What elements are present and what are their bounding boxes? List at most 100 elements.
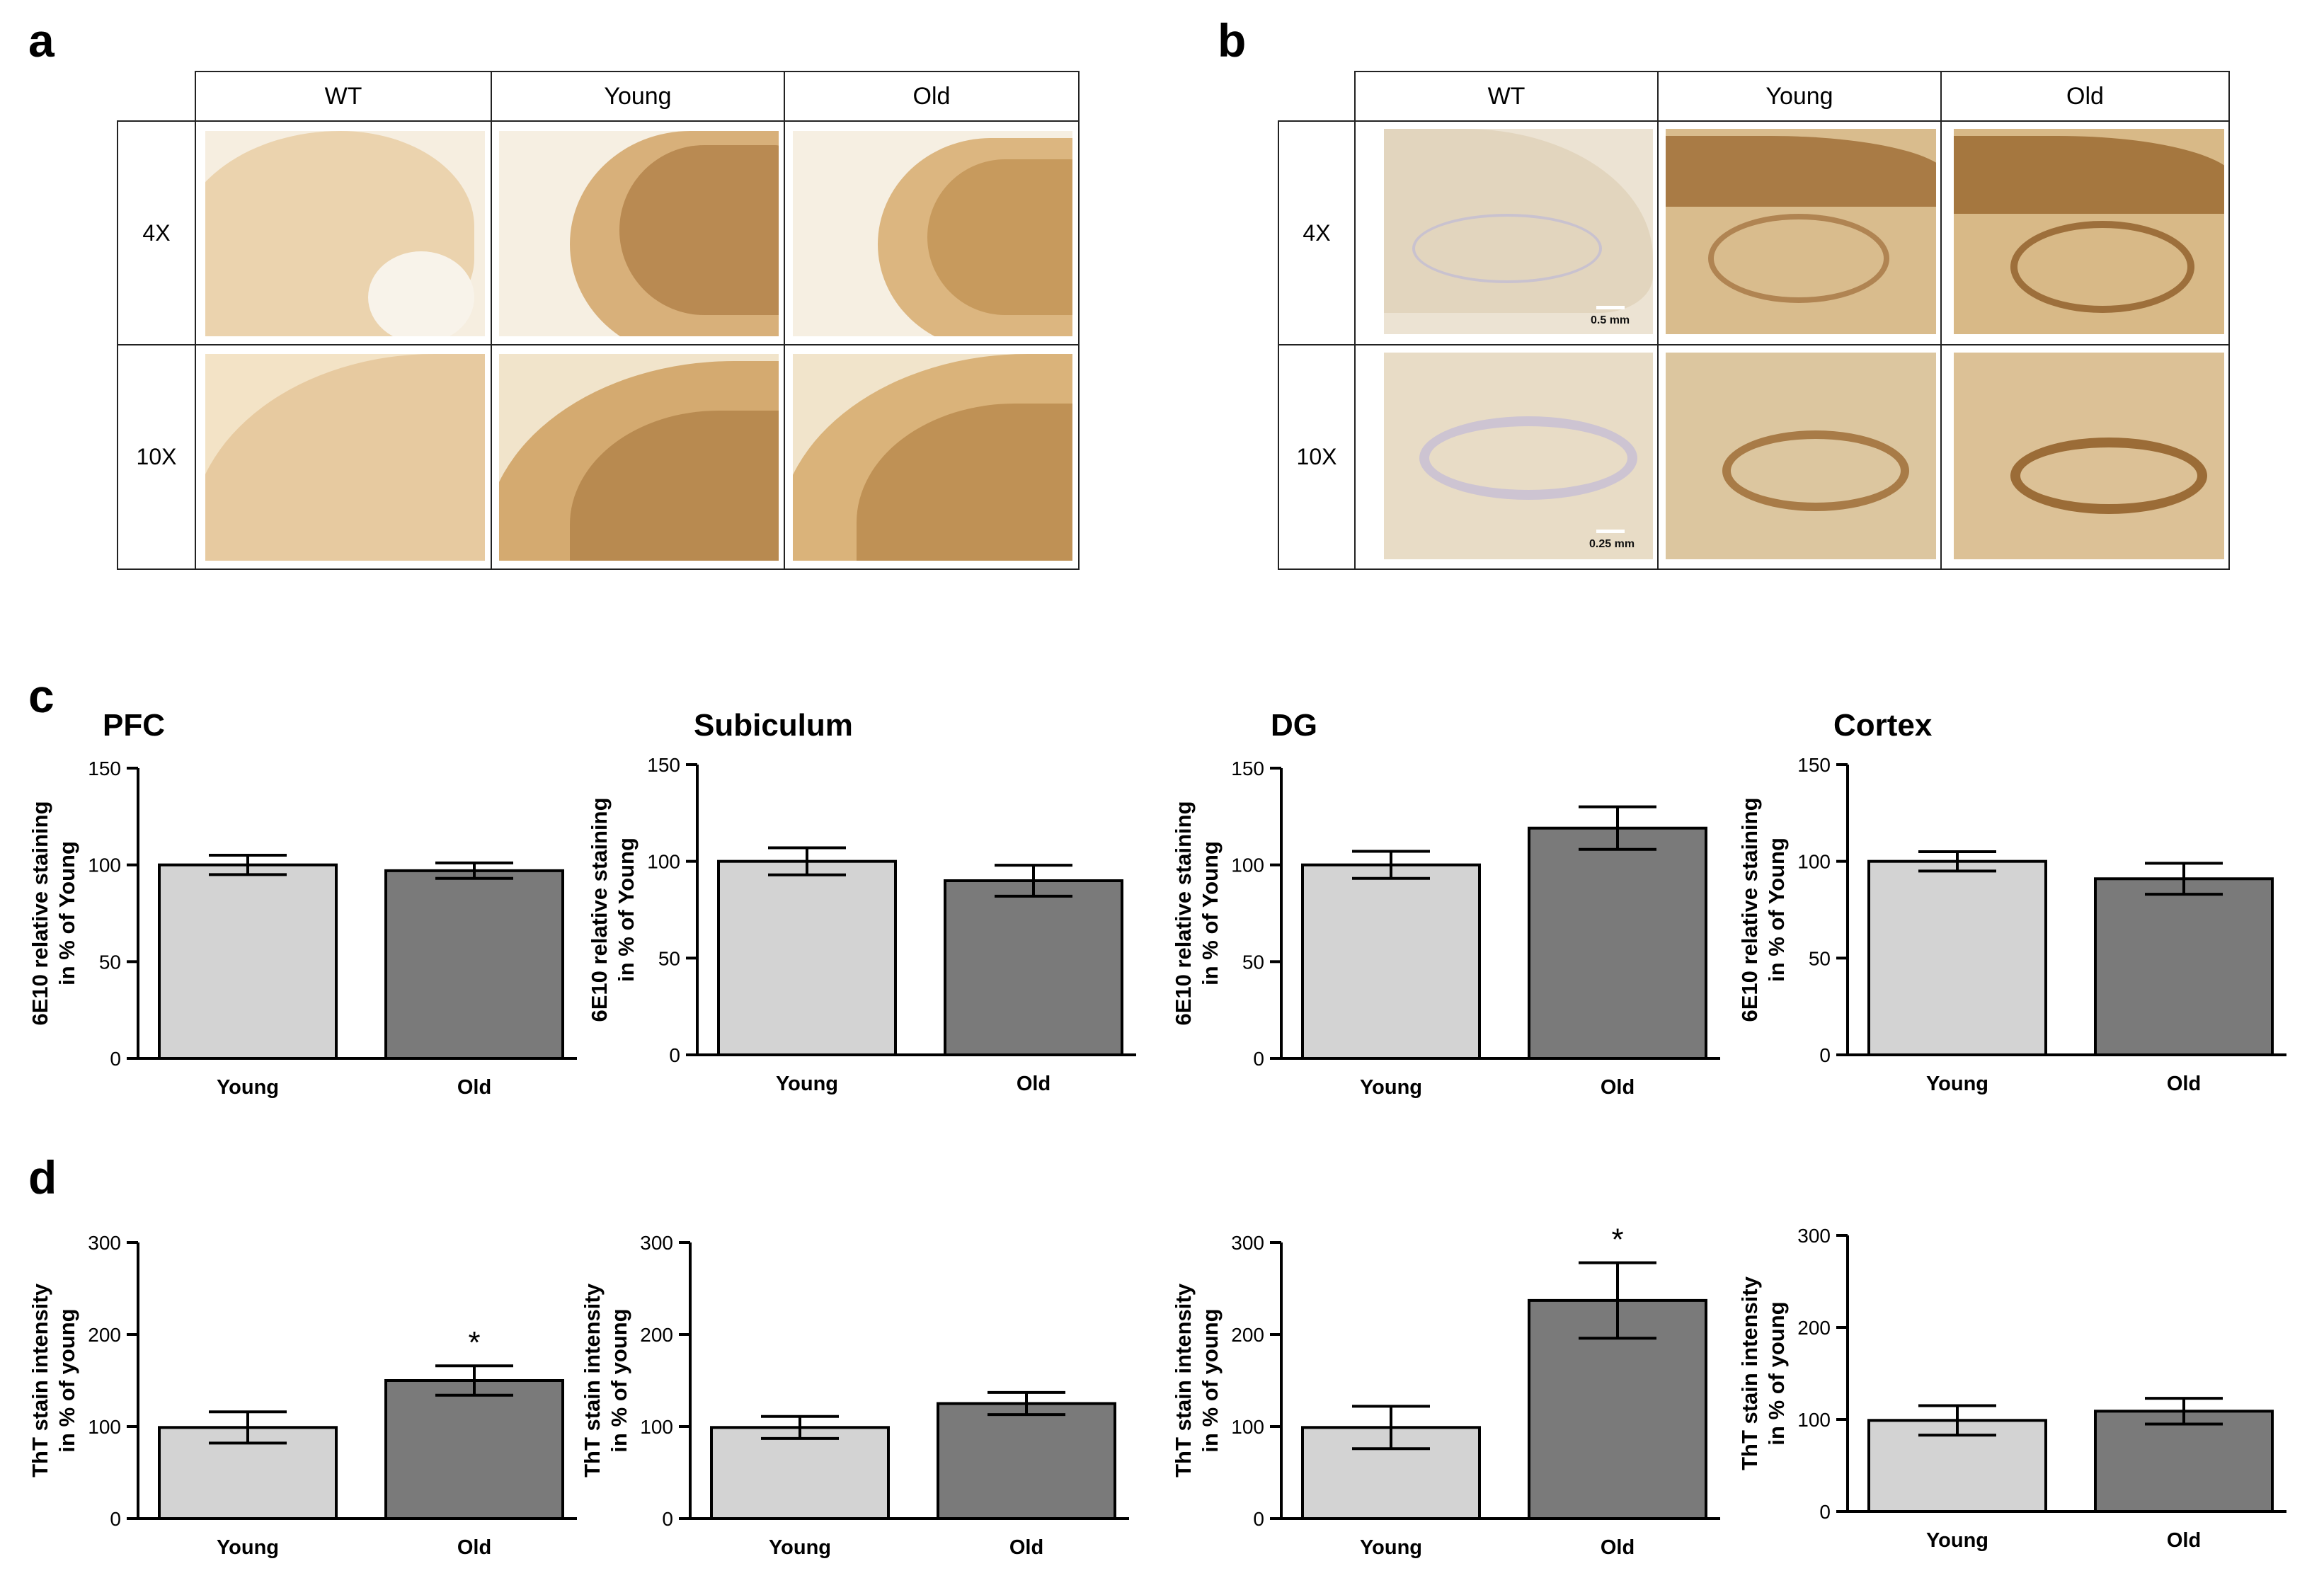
tissue-a-young-10x [499, 354, 779, 561]
y-tick-label: 100 [647, 851, 680, 873]
bar-old [2094, 877, 2274, 1056]
bar-chart-d-dg: 0 100 200 300 ThT stain intensityin % of you… [1171, 1223, 1720, 1559]
tissue-a-wt-4x [205, 131, 485, 336]
x-tick-label: Old [457, 1076, 491, 1099]
col-header-old: Old [2066, 82, 2104, 110]
bar-old [944, 879, 1123, 1056]
bar-young [158, 863, 338, 1061]
x-tick-label: Old [1009, 1536, 1043, 1559]
chart-title-cortex: Cortex [1833, 708, 1933, 743]
histology-grid-a: WT Young Old 4X 10X [117, 71, 1080, 570]
chart-title-pfc: PFC [103, 708, 165, 743]
tissue-cortex-band [1954, 136, 2224, 214]
y-axis-label-line: 6E10 relative staining [1737, 797, 1762, 1022]
tissue-cortex-band [1666, 136, 1936, 207]
tissue-b-wt-10x: 0.25 mm [1384, 353, 1653, 559]
tissue-hippocampus [1412, 214, 1602, 283]
scalebar-label-4x: 0.5 mm [1591, 314, 1630, 326]
row-label-4x: 4X [1303, 219, 1331, 246]
y-tick-label: 200 [1231, 1324, 1264, 1346]
y-tick-label: 100 [1231, 1416, 1264, 1438]
y-tick-label: 0 [662, 1508, 673, 1530]
x-tick-label: Old [457, 1536, 491, 1559]
y-tick-label: 50 [99, 951, 121, 973]
row-label-10x: 10X [136, 444, 177, 469]
y-tick-label: 200 [1797, 1317, 1831, 1339]
scalebar-0-25mm [1596, 530, 1625, 533]
grid-b-row-divider [1354, 344, 2230, 345]
y-axis-label-line: in % of Young [55, 841, 79, 985]
y-tick-label: 0 [669, 1044, 680, 1066]
col-header-wt: WT [324, 82, 362, 110]
x-tick-label: Young [217, 1076, 279, 1099]
x-tick-label: Young [769, 1536, 831, 1559]
x-tick-label: Young [1926, 1529, 1988, 1552]
tissue-a-wt-10x [205, 354, 485, 561]
y-tick-label: 100 [1797, 851, 1831, 873]
y-axis-label: ThT stain intensityin % of young [1737, 1276, 1789, 1470]
x-tick-label: Old [2167, 1529, 2201, 1552]
tissue-b-old-4x [1954, 129, 2224, 334]
y-axis-label-line: 6E10 relative staining [1171, 801, 1196, 1025]
y-tick-label: 0 [1253, 1508, 1264, 1530]
y-axis-label-line: ThT stain intensity [580, 1283, 605, 1478]
bar-chart-c-dg: 0 50 100 150 6E10 relative stainingin % of Y… [1171, 758, 1720, 1099]
y-axis-label: 6E10 relative stainingin % of Young [587, 797, 639, 1022]
y-tick-label: 0 [1819, 1501, 1831, 1523]
y-tick-label: 0 [110, 1508, 121, 1530]
x-tick-label: Young [1360, 1076, 1422, 1099]
bar-young [717, 859, 897, 1057]
tissue-b-young-10x [1666, 353, 1936, 559]
tissue-dentate-gyrus [1722, 430, 1909, 511]
x-tick-label: Young [1360, 1536, 1422, 1559]
bar-chart-d-pfc: 0 100 200 300 ThT stain intensityin % of you… [28, 1232, 577, 1559]
y-axis-label-line: ThT stain intensity [1171, 1283, 1196, 1478]
bar-chart-c-pfc: 0 50 100 150 6E10 relative stainingin % of Y… [28, 758, 577, 1099]
y-tick-label: 150 [88, 758, 121, 779]
x-tick-label: Old [2167, 1073, 2201, 1095]
bar-chart-c-subiculum: 0 50 100 150 6E10 relative stainingin % of Y… [587, 754, 1136, 1095]
y-tick-label: 300 [88, 1232, 121, 1254]
panel-label-d: d [28, 1151, 57, 1204]
y-axis-label-line: ThT stain intensity [28, 1283, 52, 1478]
bar-chart-c-cortex: 0 50 100 150 6E10 relative stainingin % of Y… [1737, 754, 2286, 1095]
col-header-old: Old [912, 82, 951, 110]
tissue-a-young-4x [499, 131, 779, 336]
y-tick-label: 0 [110, 1048, 121, 1070]
y-tick-label: 50 [658, 947, 680, 969]
y-axis-label-line: 6E10 relative staining [28, 801, 52, 1025]
significance-marker: * [1611, 1223, 1623, 1257]
y-axis-label-line: in % of Young [614, 838, 639, 982]
col-header-young: Young [1765, 82, 1833, 110]
tissue-dentate-gyrus [2010, 438, 2207, 514]
tissue-dark-band [927, 159, 1072, 315]
y-tick-label: 100 [88, 855, 121, 876]
y-tick-label: 150 [647, 754, 680, 776]
tissue-b-old-10x [1954, 353, 2224, 559]
x-tick-label: Old [1017, 1073, 1051, 1095]
significance-marker: * [468, 1325, 480, 1360]
row-label-10x: 10X [1296, 444, 1337, 469]
x-tick-label: Young [217, 1536, 279, 1559]
y-tick-label: 300 [640, 1232, 673, 1254]
y-axis-label-line: ThT stain intensity [1737, 1276, 1762, 1470]
chart-title-subiculum: Subiculum [694, 708, 853, 743]
col-header-young: Young [604, 82, 672, 110]
y-axis-label-line: in % of young [55, 1308, 79, 1452]
y-axis-label-line: in % of Young [1764, 838, 1789, 982]
scalebar-0-5mm [1596, 306, 1625, 309]
y-tick-label: 0 [1253, 1048, 1264, 1070]
tissue-hippocampus [2010, 221, 2194, 313]
chart-title-dg: DG [1271, 708, 1317, 743]
bar-young [1301, 863, 1481, 1061]
row-label-4x: 4X [142, 219, 171, 246]
bar-chart-d-cortex: 0 100 200 300 ThT stain intensityin % of you… [1737, 1225, 2286, 1552]
y-tick-label: 200 [640, 1324, 673, 1346]
y-tick-label: 100 [1231, 855, 1264, 876]
bar-old [384, 869, 564, 1060]
tissue-a-old-10x [793, 354, 1072, 561]
x-tick-label: Old [1601, 1536, 1635, 1559]
col-header-wt: WT [1487, 82, 1526, 110]
tissue-shape [205, 354, 485, 561]
y-axis-label: ThT stain intensityin % of young [1171, 1283, 1223, 1478]
